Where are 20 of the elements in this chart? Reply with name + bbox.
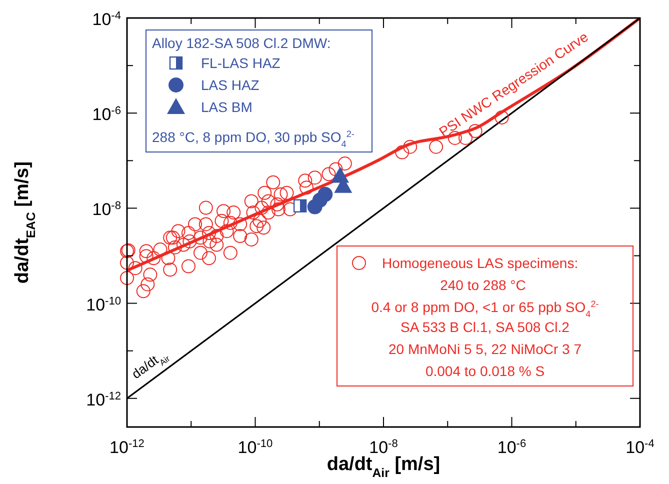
x-tick-label: 10$^{-8}$ xyxy=(369,438,398,457)
y-tick-label: 10$^{-4}$ xyxy=(92,10,121,29)
y-tick-label: 10$^{-10}$ xyxy=(86,295,121,314)
legend-label: LAS HAZ xyxy=(201,77,260,93)
y-tick-label: 10$^{-12}$ xyxy=(86,390,121,410)
legend-label: LAS BM xyxy=(201,99,252,115)
y-tick-label: 10$^{-6}$ xyxy=(92,105,121,124)
legend-label: Homogeneous LAS specimens: xyxy=(382,255,578,271)
y-tick-label: 10$^{-8}$ xyxy=(92,200,121,220)
annotation: SA 533 B Cl.1, SA 508 Cl.2 xyxy=(400,319,570,335)
annotation: 240 to 288 °C xyxy=(440,277,526,293)
legend-title: Alloy 182-SA 508 Cl.2 DMW: xyxy=(152,35,331,51)
annotation: 20 MnMoNi 5 5, 22 NiMoCr 3 7 xyxy=(388,341,582,357)
x-tick-label: 10$^{-10}$ xyxy=(238,438,273,457)
x-tick-label: 10$^{-4}$ xyxy=(626,438,654,457)
annotation: 0.004 to 0.018 % S xyxy=(425,363,545,379)
x-axis-title: da/dt$_{Air}$ [m/s] xyxy=(326,454,440,480)
x-tick-label: 10$^{-12}$ xyxy=(110,438,144,457)
legend-label: FL-LAS HAZ xyxy=(201,55,281,71)
x-tick-label: 10$^{-6}$ xyxy=(497,438,526,457)
